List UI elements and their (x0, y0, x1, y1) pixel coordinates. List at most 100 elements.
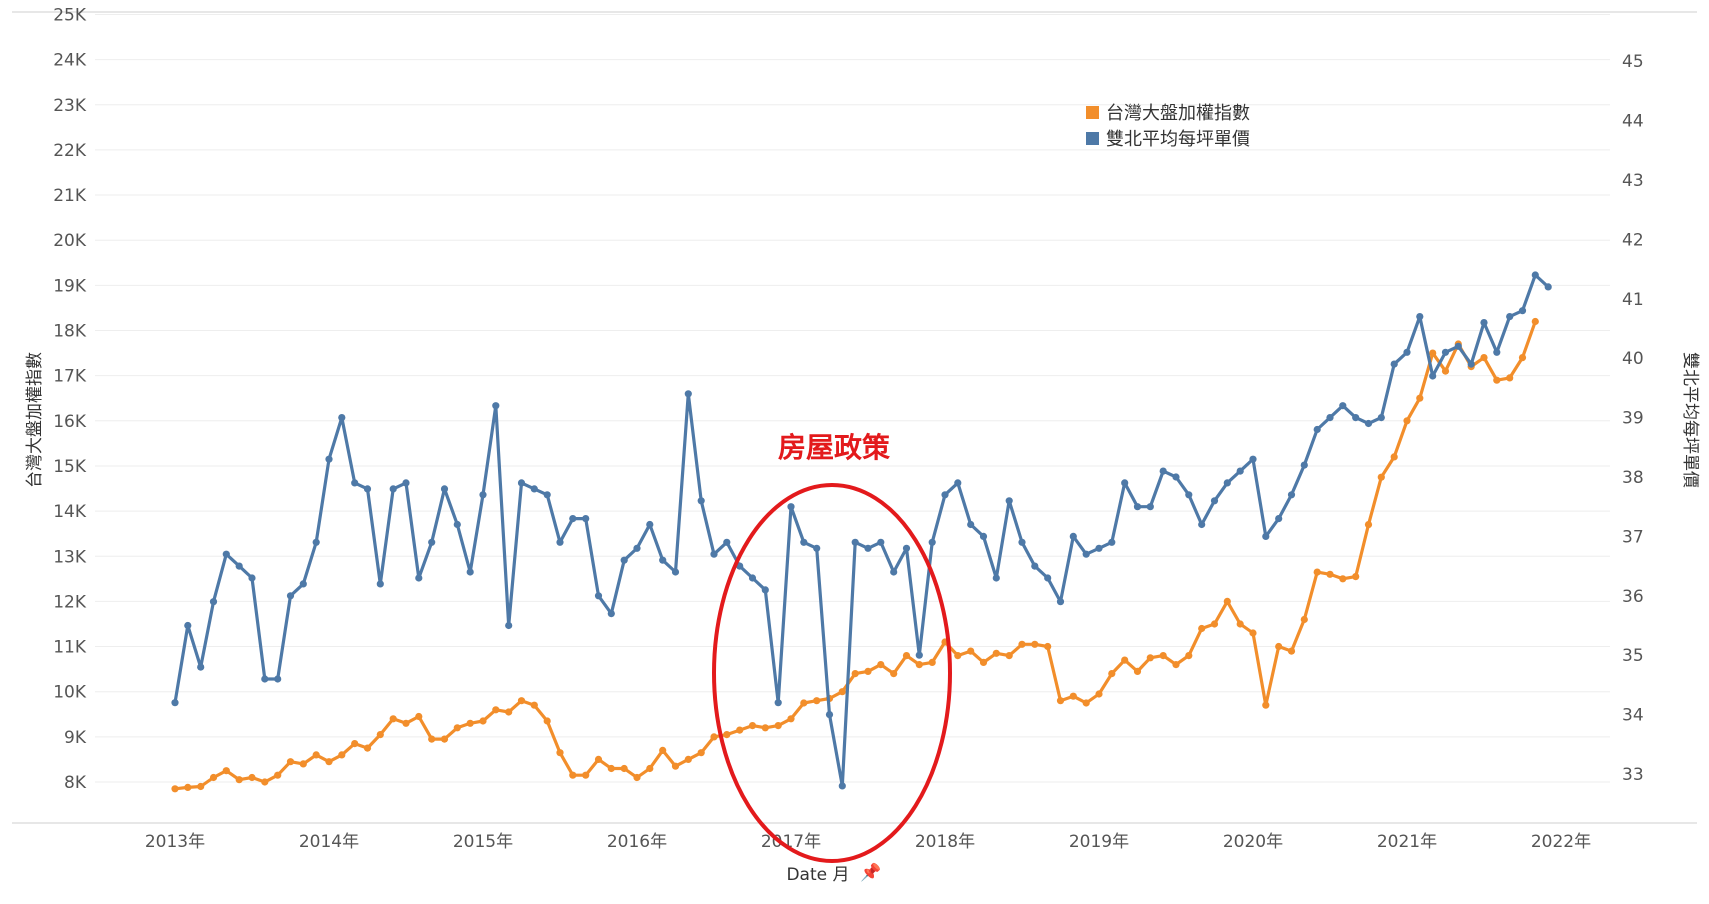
series-2-point-25[interactable] (479, 491, 487, 499)
series-2-point-67[interactable] (1018, 538, 1026, 546)
series-1-point-36[interactable] (620, 764, 628, 773)
series-1-point-45[interactable] (736, 726, 744, 734)
series-1-point-76[interactable] (1133, 667, 1142, 676)
series-1-point-95[interactable] (1377, 473, 1385, 481)
series-1-point-4[interactable] (209, 773, 218, 782)
series-1-point-83[interactable] (1223, 597, 1231, 606)
series-1-point-86[interactable] (1262, 701, 1270, 709)
series-2-point-26[interactable] (492, 402, 500, 410)
series-2-point-36[interactable] (620, 556, 628, 564)
series-2-point-99[interactable] (1429, 372, 1437, 380)
series-2-point-18[interactable] (389, 485, 397, 493)
series-1-point-12[interactable] (312, 751, 320, 759)
series-2-point-66[interactable] (1005, 497, 1013, 505)
series-2-point-61[interactable] (941, 491, 949, 499)
series-2-point-14[interactable] (338, 414, 346, 422)
series-1-point-9[interactable] (274, 771, 282, 779)
series-1-point-100[interactable] (1441, 367, 1450, 375)
series-2-point-20[interactable] (415, 574, 423, 582)
series-1-point-44[interactable] (723, 731, 731, 739)
series-1-point-72[interactable] (1082, 699, 1090, 707)
series-2-point-105[interactable] (1506, 313, 1514, 321)
series-1-point-22[interactable] (440, 735, 449, 743)
series-1-point-74[interactable] (1108, 670, 1116, 678)
series-1-point-71[interactable] (1069, 692, 1077, 700)
series-1-point-77[interactable] (1146, 654, 1154, 662)
series-2-point-100[interactable] (1441, 348, 1450, 356)
series-2-point-65[interactable] (992, 574, 1000, 582)
series-2-point-45[interactable] (736, 562, 744, 570)
series-1-point-69[interactable] (1044, 642, 1052, 651)
series-1-point-21[interactable] (428, 735, 436, 743)
series-2-point-87[interactable] (1275, 515, 1283, 523)
series-1-point-90[interactable] (1313, 568, 1321, 576)
series-1-point-89[interactable] (1300, 615, 1308, 624)
series-2-point-37[interactable] (633, 544, 641, 552)
series-2-point-24[interactable] (466, 568, 474, 576)
series-1-point-84[interactable] (1236, 620, 1244, 628)
series-2-point-72[interactable] (1082, 550, 1090, 558)
series-2-point-79[interactable] (1172, 473, 1180, 481)
series-2-point-83[interactable] (1223, 479, 1231, 487)
series-1-point-56[interactable] (877, 661, 885, 669)
series-2-point-52[interactable] (825, 711, 834, 719)
series-2-point-51[interactable] (813, 544, 821, 552)
series-1-point-14[interactable] (338, 751, 346, 759)
series-2-point-33[interactable] (582, 515, 590, 523)
series-1-point-29[interactable] (530, 701, 538, 709)
series-2-point-28[interactable] (517, 479, 526, 487)
series-2-point-68[interactable] (1031, 562, 1039, 570)
series-1-point-3[interactable] (197, 782, 205, 791)
series-1-point-81[interactable] (1198, 624, 1206, 633)
series-1-point-55[interactable] (864, 667, 872, 676)
series-1-point-106[interactable] (1518, 354, 1527, 362)
series-1-point-92[interactable] (1339, 575, 1347, 583)
series-1-point-20[interactable] (415, 712, 423, 721)
series-1-point-37[interactable] (633, 773, 641, 782)
series-2-point-7[interactable] (248, 574, 256, 582)
series-2-point-81[interactable] (1198, 520, 1206, 529)
series-2-point-50[interactable] (800, 538, 808, 546)
series-2-point-84[interactable] (1236, 467, 1244, 475)
series-2-point-74[interactable] (1108, 538, 1116, 546)
series-2-point-107[interactable] (1531, 271, 1539, 279)
series-1-point-53[interactable] (838, 688, 846, 696)
series-1-point-63[interactable] (967, 647, 975, 655)
series-1-point-59[interactable] (915, 661, 923, 669)
series-1-point-85[interactable] (1249, 629, 1257, 637)
series-2-point-80[interactable] (1185, 491, 1193, 499)
series-2-point-75[interactable] (1121, 479, 1129, 487)
series-2-point-102[interactable] (1467, 360, 1475, 368)
series-2-point-46[interactable] (748, 574, 757, 582)
series-2-point-6[interactable] (235, 562, 243, 570)
series-1-point-25[interactable] (479, 717, 487, 725)
series-1-point-67[interactable] (1018, 640, 1026, 648)
series-2-point-43[interactable] (710, 550, 718, 558)
pin-icon[interactable]: 📌 (860, 862, 881, 883)
series-2-point-62[interactable] (954, 479, 962, 487)
series-2-point-91[interactable] (1326, 414, 1334, 422)
series-1-point-78[interactable] (1159, 652, 1167, 660)
series-2-point-89[interactable] (1300, 461, 1308, 469)
series-2-point-104[interactable] (1493, 348, 1501, 356)
series-1-point-1[interactable] (171, 785, 179, 793)
series-2-point-30[interactable] (543, 491, 551, 499)
series-2-point-88[interactable] (1287, 491, 1296, 499)
series-2-point-17[interactable] (376, 580, 384, 588)
series-1-point-68[interactable] (1031, 640, 1039, 648)
series-2-point-103[interactable] (1480, 319, 1488, 327)
series-1-point-87[interactable] (1275, 642, 1283, 651)
series-1-point-88[interactable] (1287, 647, 1296, 655)
series-2-point-82[interactable] (1210, 497, 1219, 505)
series-2-point-56[interactable] (877, 538, 885, 546)
series-1-point-27[interactable] (505, 708, 513, 716)
series-1-point-97[interactable] (1403, 417, 1411, 425)
series-2-point-77[interactable] (1146, 503, 1154, 511)
series-2-point-48[interactable] (774, 699, 782, 707)
series-2-point-76[interactable] (1133, 503, 1142, 511)
series-1-point-11[interactable] (299, 760, 307, 768)
series-1-point-23[interactable] (453, 724, 461, 732)
series-1-point-54[interactable] (851, 670, 859, 678)
series-2-point-55[interactable] (864, 544, 872, 552)
series-2-point-4[interactable] (209, 598, 218, 606)
